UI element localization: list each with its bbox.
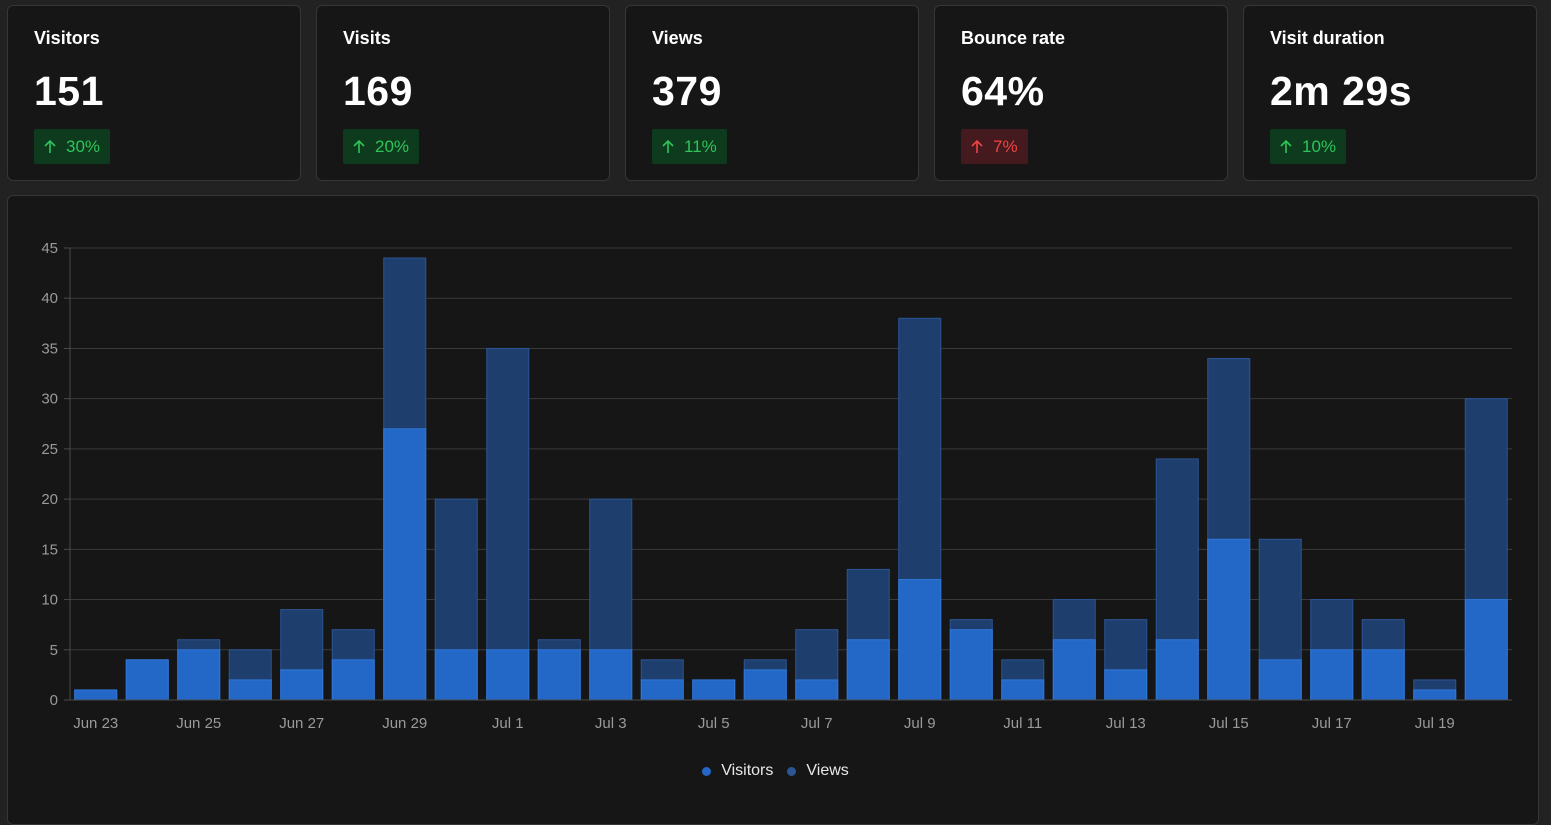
- change-badge: 7%: [961, 129, 1028, 164]
- card-views[interactable]: Views 379 11%: [625, 5, 919, 181]
- card-label: Bounce rate: [961, 28, 1066, 48]
- x-tick-label: Jul 19: [1415, 715, 1455, 732]
- change-badge: 20%: [343, 129, 420, 164]
- bar-visitors: [1001, 679, 1045, 701]
- x-tick-label: Jul 11: [1003, 715, 1042, 732]
- x-tick-label: Jul 9: [904, 715, 936, 732]
- bar-visitors: [1464, 599, 1508, 701]
- card-value: 151: [34, 68, 104, 114]
- change-value: 10%: [1302, 136, 1337, 156]
- arrow-up-icon: [1280, 139, 1292, 153]
- y-tick-label: 5: [50, 642, 58, 659]
- card-label: Visit duration: [1270, 28, 1385, 48]
- arrow-up-icon: [971, 139, 983, 153]
- card-label: Visits: [343, 28, 391, 48]
- legend-item-views[interactable]: Views: [787, 762, 849, 780]
- bar-visitors: [74, 689, 118, 701]
- bar-visitors: [125, 659, 169, 701]
- chart-panel: [7, 195, 1539, 825]
- bar-visitors: [486, 649, 530, 701]
- y-tick-label: 40: [41, 290, 58, 307]
- change-value: 11%: [684, 136, 717, 156]
- chart-legend: Visitors Views: [0, 762, 1551, 780]
- change-value: 7%: [993, 136, 1018, 156]
- legend-label: Views: [806, 762, 849, 779]
- x-tick-label: Jul 3: [595, 715, 627, 732]
- legend-item-visitors[interactable]: Visitors: [702, 762, 773, 780]
- y-tick-label: 10: [41, 592, 58, 609]
- card-value: 2m 29s: [1270, 68, 1413, 114]
- y-tick-label: 20: [41, 491, 58, 508]
- change-badge: 11%: [652, 129, 727, 164]
- bar-visitors: [228, 679, 272, 701]
- arrow-up-icon: [353, 139, 365, 153]
- bar-visitors: [795, 679, 839, 701]
- bar-visitors: [434, 649, 478, 701]
- change-badge: 30%: [34, 129, 111, 164]
- views-dot-icon: [787, 766, 797, 776]
- bar-visitors: [1155, 639, 1199, 701]
- bar-visitors: [692, 679, 736, 701]
- x-tick-label: Jun 23: [73, 715, 118, 732]
- bar-visitors: [177, 649, 221, 701]
- bar-visitors: [949, 629, 993, 701]
- card-value: 379: [652, 68, 722, 114]
- x-tick-label: Jul 17: [1312, 715, 1352, 732]
- change-value: 20%: [375, 136, 410, 156]
- arrow-up-icon: [662, 139, 674, 153]
- card-label: Visitors: [34, 28, 100, 48]
- bar-visitors: [331, 659, 375, 701]
- card-visitors[interactable]: Visitors 151 30%: [7, 5, 301, 181]
- bar-visitors: [589, 649, 633, 701]
- card-bounce-rate[interactable]: Bounce rate 64% 7%: [934, 5, 1228, 181]
- y-tick-label: 45: [41, 240, 58, 257]
- card-visit-duration[interactable]: Visit duration 2m 29s 10%: [1243, 5, 1537, 181]
- bar-visitors: [1413, 689, 1457, 701]
- visitors-dot-icon: [702, 766, 712, 776]
- bar-views: [486, 347, 530, 701]
- bar-visitors: [1258, 659, 1302, 701]
- bar-visitors: [383, 428, 427, 701]
- x-tick-label: Jun 29: [382, 715, 427, 732]
- bar-visitors: [1310, 649, 1354, 701]
- x-tick-label: Jun 27: [279, 715, 324, 732]
- x-tick-label: Jul 13: [1106, 715, 1146, 732]
- bar-visitors: [537, 649, 581, 701]
- x-tick-label: Jul 15: [1209, 715, 1249, 732]
- x-tick-label: Jul 7: [801, 715, 833, 732]
- bar-visitors: [1207, 538, 1251, 701]
- bar-visitors: [1104, 669, 1148, 701]
- bar-visitors: [1052, 639, 1096, 701]
- x-tick-label: Jun 25: [176, 715, 221, 732]
- change-value: 30%: [66, 136, 101, 156]
- y-tick-label: 0: [50, 692, 58, 709]
- bar-visitors: [743, 669, 787, 701]
- y-tick-label: 25: [41, 441, 58, 458]
- y-tick-label: 35: [41, 340, 58, 357]
- x-tick-label: Jul 1: [492, 715, 524, 732]
- legend-label: Visitors: [721, 762, 774, 779]
- change-badge: 10%: [1270, 129, 1347, 164]
- card-value: 64%: [961, 68, 1045, 114]
- bar-visitors: [640, 679, 684, 701]
- y-tick-label: 15: [41, 541, 58, 558]
- bar-visitors: [280, 669, 324, 701]
- bar-visitors: [898, 578, 942, 701]
- arrow-up-icon: [44, 139, 56, 153]
- card-visits[interactable]: Visits 169 20%: [316, 5, 610, 181]
- bar-visitors: [846, 639, 890, 701]
- card-value: 169: [343, 68, 413, 114]
- y-tick-label: 30: [41, 391, 58, 408]
- x-tick-label: Jul 5: [698, 715, 730, 732]
- card-label: Views: [652, 28, 703, 48]
- bar-visitors: [1361, 649, 1405, 701]
